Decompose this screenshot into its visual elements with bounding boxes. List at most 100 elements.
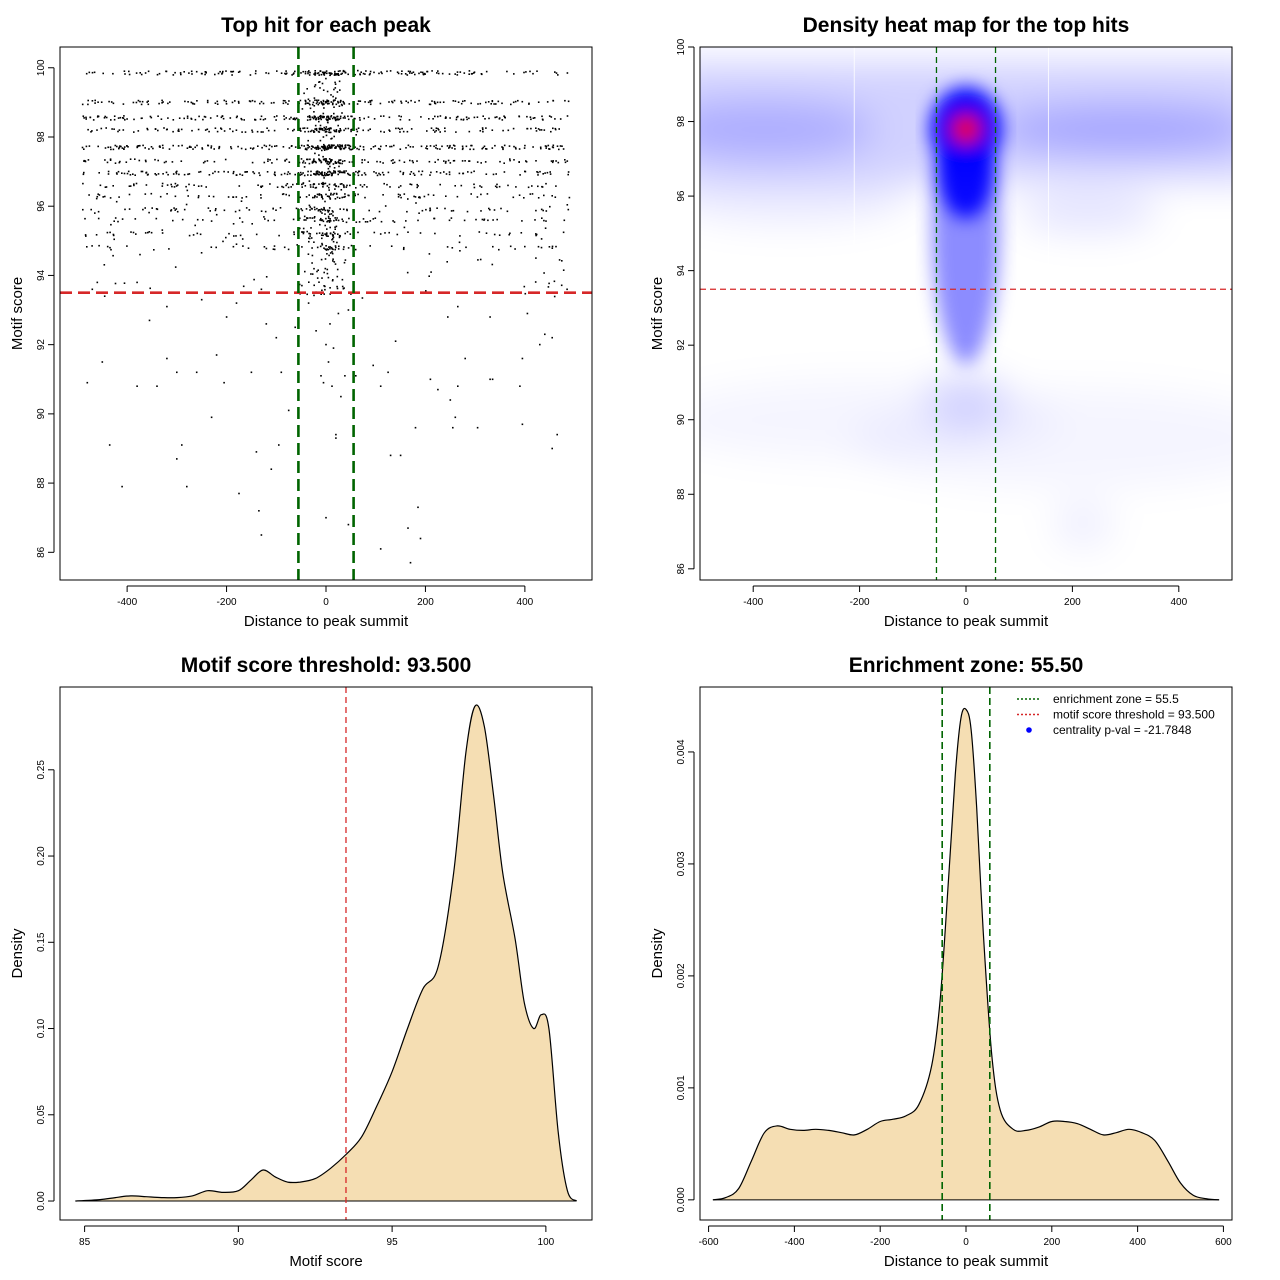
scatter-point	[379, 173, 382, 176]
scatter-point	[83, 160, 85, 162]
scatter-point	[374, 145, 377, 147]
scatter-point	[390, 159, 393, 162]
scatter-point	[344, 193, 346, 195]
scatter-point	[566, 115, 569, 117]
scatter-point	[91, 288, 94, 291]
scatter-point	[477, 259, 479, 261]
scatter-point	[329, 287, 331, 289]
scatter-point	[118, 147, 120, 150]
scatter-point	[537, 185, 539, 188]
scatter-point	[309, 103, 311, 106]
scatter-point	[191, 102, 194, 105]
scatter-point	[325, 516, 327, 519]
scatter-point	[132, 173, 134, 175]
scatter-point	[339, 208, 341, 210]
scatter-point	[385, 145, 387, 147]
scatter-point	[566, 160, 569, 162]
scatter-point	[404, 73, 407, 75]
scatter-point	[313, 216, 316, 218]
scatter-point	[235, 243, 238, 245]
scatter-point	[218, 147, 220, 150]
scatter-point	[323, 247, 325, 249]
scatter-point	[489, 316, 491, 318]
scatter-point	[300, 208, 302, 210]
scatter-point	[348, 161, 351, 163]
scatter-point	[548, 148, 551, 150]
scatter-point	[412, 172, 415, 175]
scatter-point	[318, 120, 320, 123]
scatter-point	[283, 246, 286, 249]
scatter-point	[334, 170, 336, 173]
scatter-point	[275, 119, 277, 121]
scatter-point	[550, 130, 552, 133]
scatter-point	[322, 186, 324, 188]
scatter-point	[382, 194, 384, 196]
scatter-point	[492, 173, 495, 176]
scatter-point	[416, 183, 418, 186]
scatter-point	[335, 219, 337, 221]
scatter-point	[337, 102, 340, 104]
scatter-point	[346, 208, 348, 211]
scatter-point	[372, 146, 375, 148]
scatter-point	[513, 159, 515, 161]
scatter-point	[529, 70, 531, 73]
scatter-point	[341, 183, 343, 185]
scatter-point	[167, 117, 169, 119]
y-tick-label: 0.20	[36, 846, 47, 866]
scatter-point	[167, 173, 169, 176]
scatter-point	[485, 70, 488, 73]
scatter-point	[342, 184, 345, 186]
scatter-point	[518, 194, 521, 196]
scatter-point	[324, 285, 326, 288]
scatter-point	[545, 147, 547, 149]
scatter-point	[144, 147, 146, 149]
scatter-point	[316, 146, 318, 149]
scatter-point	[347, 247, 350, 249]
scatter-point	[331, 385, 333, 387]
scatter-point	[343, 147, 346, 150]
scatter-point	[326, 147, 329, 149]
scatter-point	[334, 198, 337, 200]
y-tick-label: 90	[36, 408, 47, 420]
scatter-point	[548, 282, 550, 285]
scatter-point	[280, 72, 283, 74]
scatter-point	[303, 174, 306, 177]
scatter-point	[161, 102, 163, 104]
scatter-point	[311, 129, 313, 132]
scatter-point	[122, 129, 125, 131]
scatter-point	[328, 221, 331, 223]
scatter-point	[320, 116, 322, 118]
scatter-point	[454, 185, 456, 187]
scatter-point	[497, 100, 500, 103]
scatter-point	[537, 128, 540, 130]
scatter-point	[403, 226, 406, 229]
scatter-point	[493, 209, 496, 211]
scatter-point	[540, 147, 542, 150]
scatter-point	[106, 231, 109, 234]
scatter-point	[543, 194, 545, 197]
scatter-point	[276, 158, 278, 161]
scatter-point	[315, 172, 318, 175]
scatter-point	[344, 259, 347, 261]
scatter-point	[103, 264, 106, 266]
scatter-point	[315, 330, 317, 332]
scatter-point	[303, 166, 306, 168]
scatter-point	[330, 73, 332, 75]
scatter-point	[292, 73, 295, 75]
scatter-point	[437, 72, 440, 75]
scatter-point	[334, 130, 336, 133]
scatter-point	[460, 118, 462, 121]
scatter-point	[319, 128, 321, 131]
scatter-point	[321, 198, 324, 200]
y-tick-label: 96	[36, 200, 47, 212]
scatter-point	[327, 115, 330, 118]
scatter-point	[283, 118, 286, 121]
scatter-point	[486, 193, 489, 195]
scatter-point	[177, 128, 180, 131]
scatter-point	[364, 196, 366, 199]
scatter-point	[312, 161, 315, 163]
scatter-point	[514, 248, 516, 250]
scatter-point	[399, 131, 401, 133]
scatter-point	[334, 226, 336, 228]
scatter-point	[429, 378, 432, 381]
